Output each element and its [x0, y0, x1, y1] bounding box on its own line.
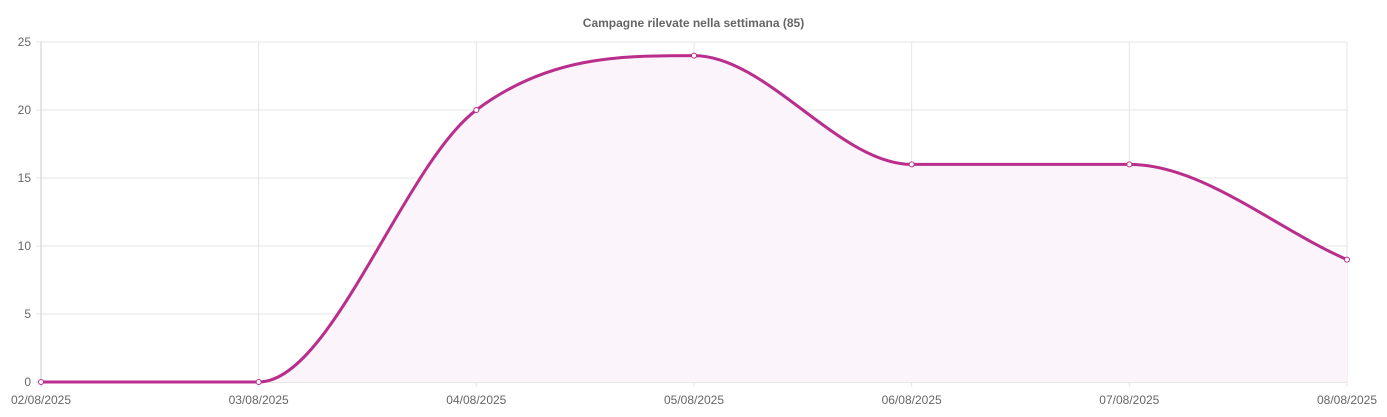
x-tick-label: 05/08/2025: [664, 393, 724, 407]
data-point: [908, 161, 915, 168]
data-point: [473, 107, 480, 113]
x-tick-label: 04/08/2025: [446, 393, 506, 407]
data-point: [1344, 256, 1350, 263]
y-tick-label: 15: [18, 171, 32, 185]
chart-title: Campagne rilevate nella settimana (85): [582, 16, 805, 30]
y-tick-label: 10: [18, 239, 32, 253]
data-point: [38, 379, 44, 385]
data-point: [691, 52, 697, 59]
data-point: [255, 379, 262, 385]
y-tick-label: 5: [24, 307, 31, 321]
y-tick-label: 25: [18, 35, 32, 49]
y-tick-label: 0: [24, 375, 31, 389]
series-area: [41, 55, 1347, 382]
x-tick-label: 06/08/2025: [882, 393, 942, 407]
y-tick-label: 20: [18, 103, 32, 117]
x-tick-label: 07/08/2025: [1099, 393, 1159, 407]
x-tick-label: 08/08/2025: [1317, 393, 1377, 407]
x-tick-label: 03/08/2025: [229, 393, 289, 407]
x-tick-label: 02/08/2025: [11, 393, 71, 407]
data-point: [1126, 161, 1133, 168]
